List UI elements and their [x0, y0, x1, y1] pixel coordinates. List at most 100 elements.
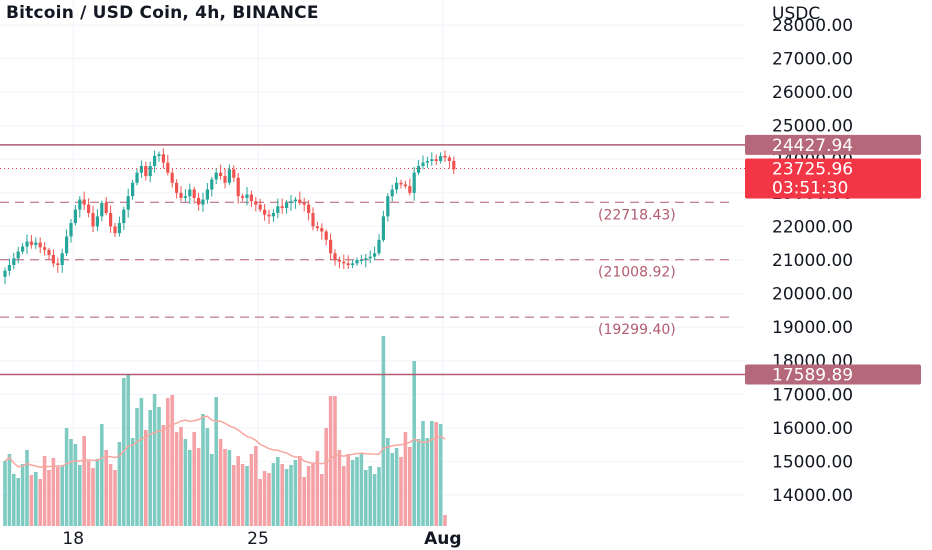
volume-bar: [192, 432, 196, 526]
candle-body: [267, 214, 271, 217]
price-axis[interactable]: USDC 28000.0027000.0026000.0025000.00240…: [772, 4, 853, 506]
volume-bar: [148, 410, 152, 526]
volume-bar: [377, 467, 381, 526]
dashed-level-label: (21008.92): [598, 265, 676, 281]
volume-bar: [438, 424, 443, 526]
candle-body: [337, 260, 341, 262]
candle-body: [298, 199, 302, 203]
volume-bar: [425, 438, 430, 526]
candlestick-series: [3, 148, 456, 285]
volume-bar: [346, 454, 350, 526]
candle-body: [241, 196, 245, 198]
dashed-level-label: (19299.40): [598, 322, 676, 338]
volume-bar: [183, 439, 188, 526]
time-axis-tick: Aug: [424, 529, 461, 549]
candle-body: [131, 182, 135, 197]
volume-bar: [7, 454, 12, 526]
candle-body: [109, 213, 113, 227]
candle-body: [113, 226, 117, 234]
volume-bar: [91, 468, 95, 526]
volume-bar: [236, 456, 240, 526]
volume-bar: [205, 428, 210, 526]
volume-bar: [249, 454, 254, 526]
candle-body: [117, 223, 121, 234]
volume-bar: [51, 458, 56, 526]
volume-bar: [342, 466, 346, 526]
volume-bar: [157, 407, 161, 526]
volume-bar: [324, 428, 328, 526]
candle-body: [399, 182, 403, 185]
volume-bar: [271, 463, 276, 526]
current-price-tag: [745, 158, 921, 199]
volume-bar: [381, 336, 386, 526]
volume-bar: [174, 432, 179, 526]
candle-body: [249, 194, 253, 202]
candle-body: [183, 196, 187, 198]
candle-body: [421, 162, 425, 166]
candle-body: [188, 189, 192, 197]
horizontal-levels[interactable]: (22718.43) (21008.92) (19299.40): [0, 144, 745, 376]
candle-body: [144, 166, 148, 177]
volume-bar: [276, 457, 280, 526]
volume-bar: [170, 395, 174, 526]
candle-body: [192, 189, 196, 198]
volume-bar: [86, 461, 91, 526]
candle-body: [60, 253, 64, 266]
candle-body: [179, 192, 183, 198]
candle-body: [170, 172, 174, 183]
volume-bar: [430, 421, 434, 526]
candle-body: [320, 228, 324, 232]
volume-bar: [412, 361, 416, 526]
candle-body: [122, 209, 126, 224]
candle-body: [197, 197, 201, 205]
candle-body: [12, 258, 16, 266]
candle-body: [87, 204, 91, 213]
candle-body: [403, 184, 407, 187]
level-price-tag: [745, 364, 921, 385]
volume-bar: [443, 515, 447, 526]
price-axis-tick: 25000.00: [772, 117, 853, 137]
candle-body: [276, 206, 280, 213]
candle-body: [43, 247, 47, 250]
volume-bar: [240, 464, 245, 526]
volume-bar: [232, 465, 236, 526]
candle-body: [201, 199, 205, 205]
volume-bar: [56, 467, 60, 526]
candle-body: [412, 172, 416, 193]
bar-countdown-text: 03:51:30: [772, 178, 848, 198]
volume-bar: [161, 425, 166, 526]
volume-bar: [188, 450, 192, 526]
volume-bar: [20, 464, 25, 526]
volume-bar: [25, 450, 29, 526]
time-axis[interactable]: 18 25 Aug: [62, 529, 461, 549]
candle-body: [166, 162, 170, 173]
candle-body: [263, 209, 267, 215]
time-axis-tick: 18: [62, 529, 84, 549]
candle-body: [302, 202, 306, 205]
candle-body: [219, 172, 223, 177]
volume-bar: [113, 470, 117, 526]
candle-body: [307, 204, 311, 213]
candle-body: [333, 253, 337, 260]
candle-body: [430, 159, 434, 161]
volume-bar: [196, 448, 201, 526]
candle-body: [293, 199, 297, 202]
volume-bar: [386, 438, 390, 526]
candle-body: [425, 160, 429, 163]
candle-body: [135, 172, 139, 183]
volume-bar: [223, 449, 227, 526]
candle-body: [7, 265, 11, 271]
level-price-tag-text: 24427.94: [772, 136, 853, 156]
volume-bar: [355, 457, 359, 526]
candle-body: [126, 196, 130, 210]
candle-body: [47, 249, 51, 255]
volume-bar: [42, 456, 47, 526]
price-axis-tick: 22000.00: [772, 217, 853, 237]
candle-body: [364, 258, 368, 260]
volume-bar: [73, 444, 78, 526]
candle-body: [3, 270, 7, 277]
volume-bar: [403, 432, 408, 526]
